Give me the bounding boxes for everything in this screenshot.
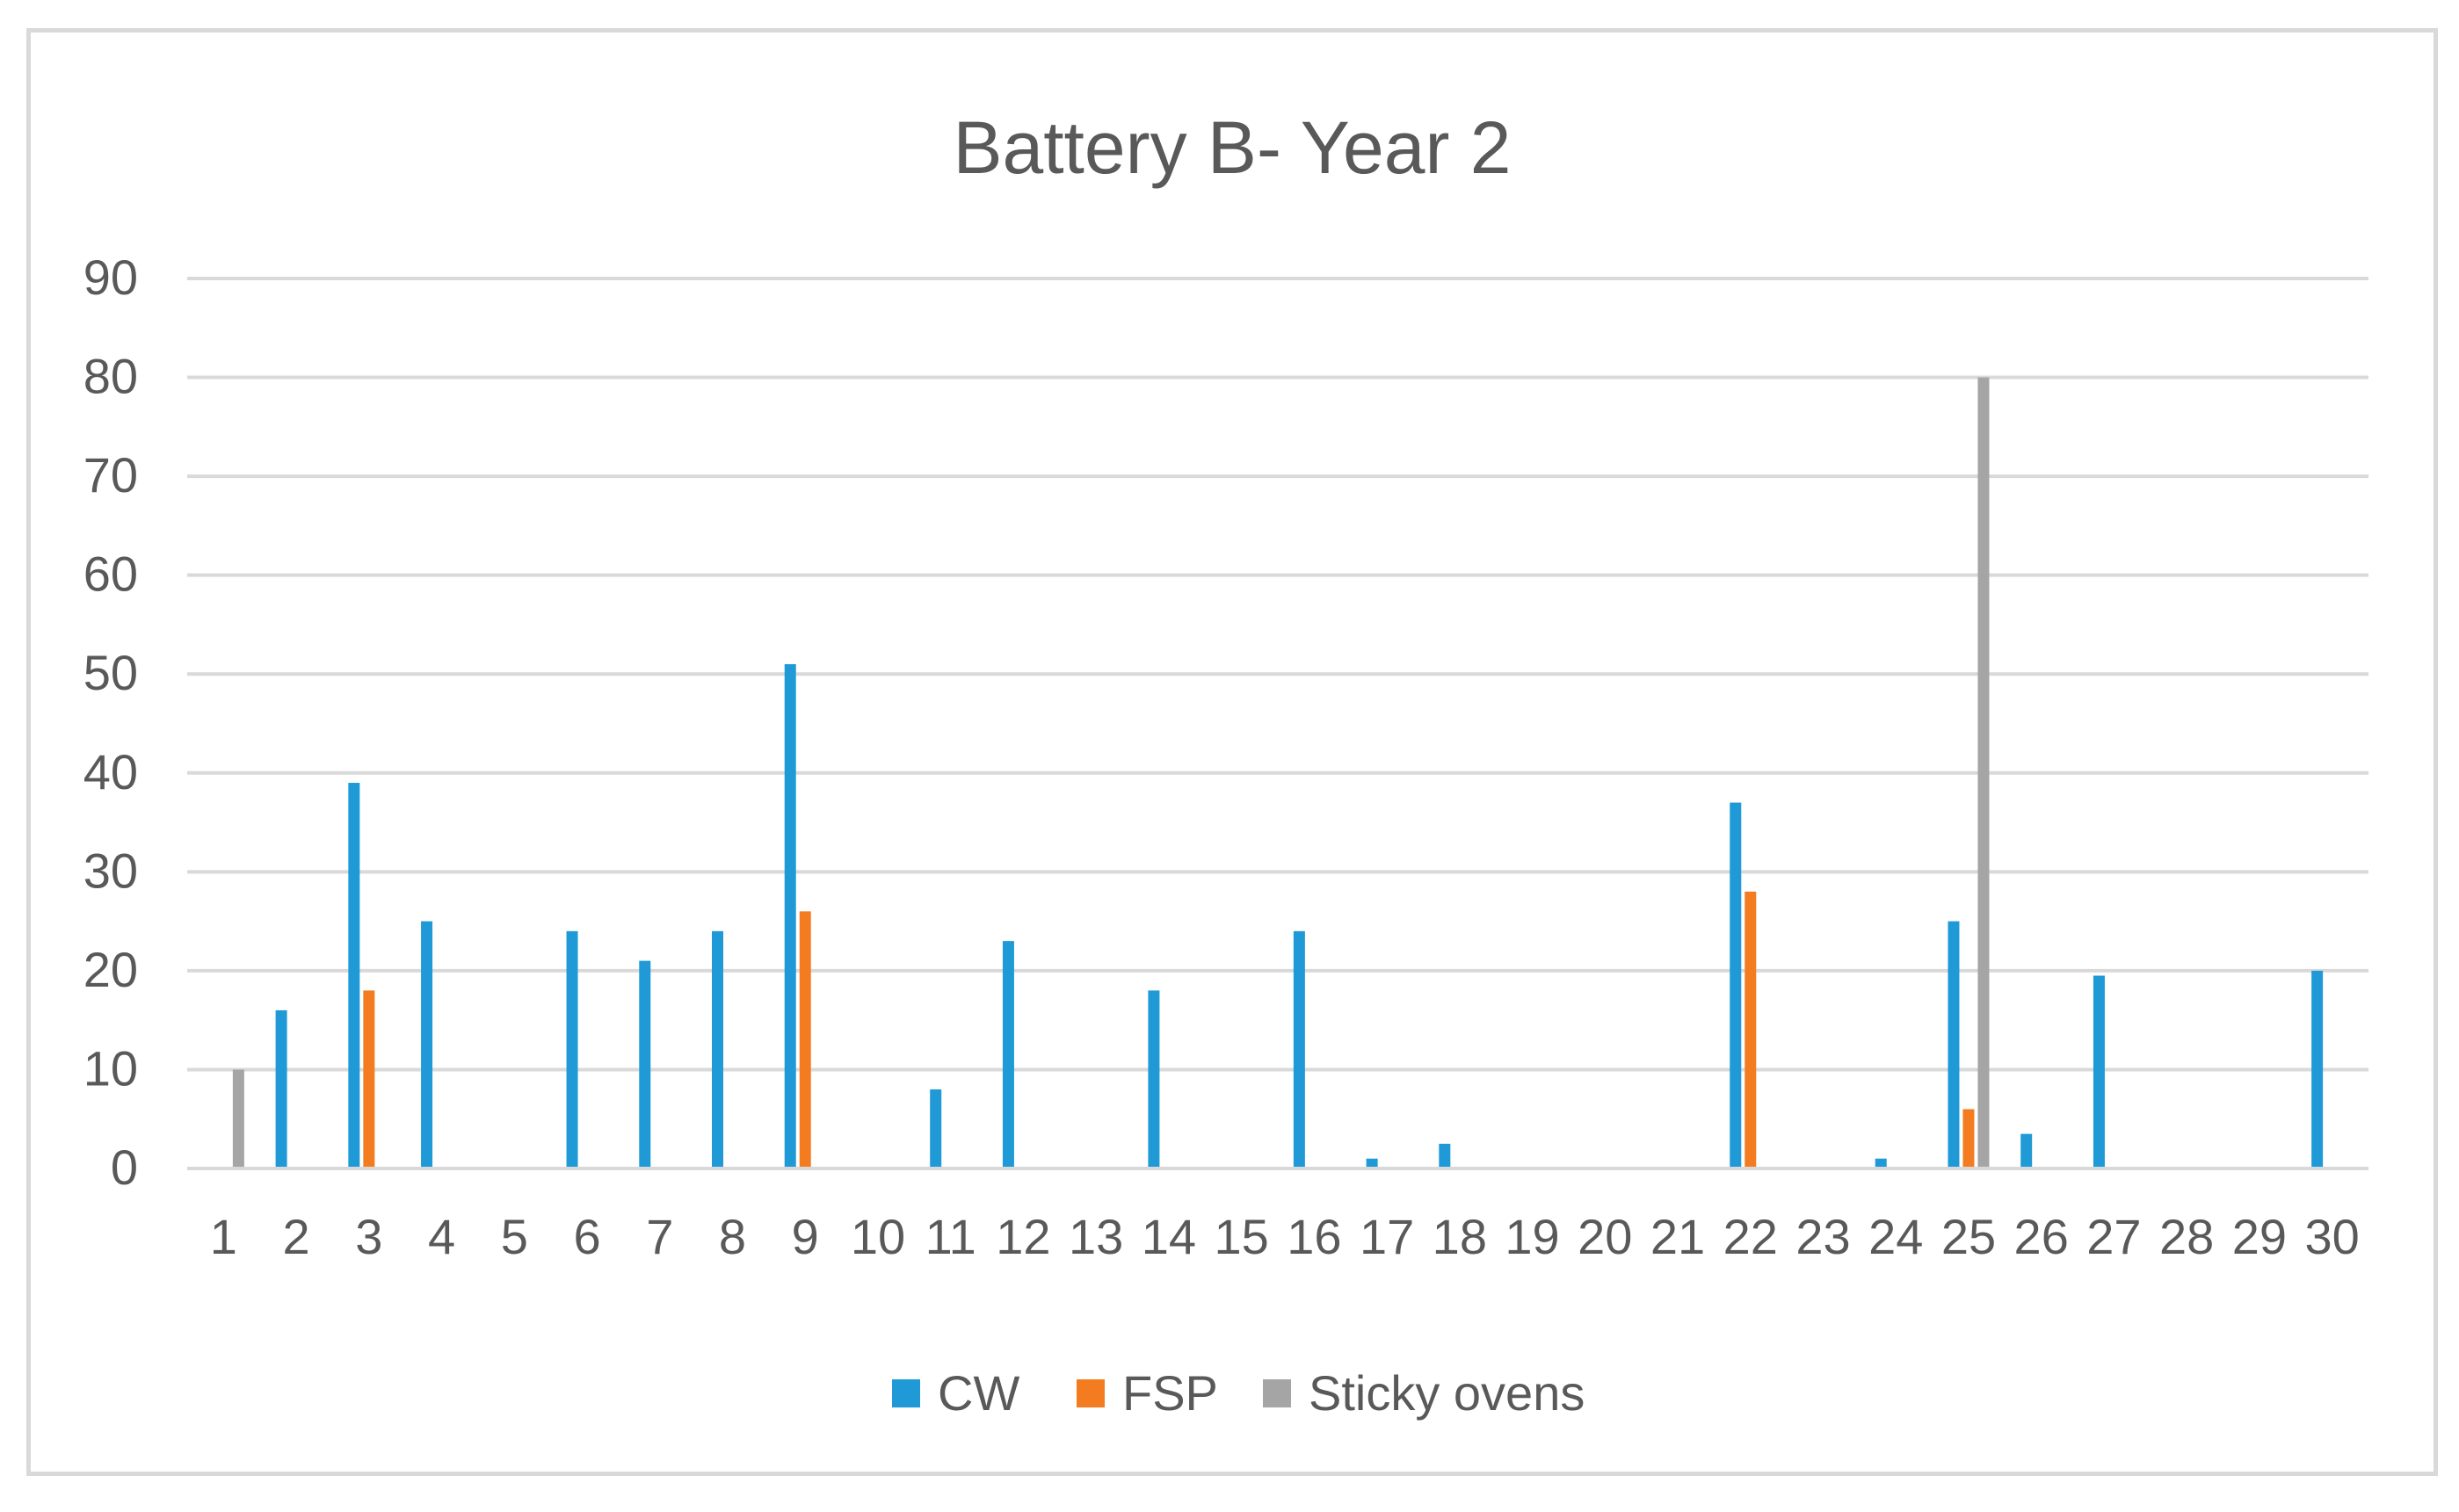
bar-fsp-3	[363, 990, 375, 1168]
bar-cw-24	[1875, 1158, 1887, 1168]
x-tick-label: 27	[2086, 1209, 2141, 1264]
bar-cw-26	[2020, 1133, 2033, 1168]
legend-swatch	[892, 1379, 920, 1407]
bar-cw-30	[2311, 970, 2324, 1168]
legend-label: Sticky ovens	[1309, 1365, 1585, 1421]
bar-fsp-25	[1962, 1109, 1975, 1168]
bar-cw-9	[784, 663, 796, 1168]
x-tick-label: 6	[573, 1209, 600, 1264]
y-tick-label: 10	[83, 1040, 138, 1096]
bar-cw-3	[348, 783, 360, 1168]
y-tick-label: 50	[83, 645, 138, 700]
x-tick-label: 28	[2159, 1209, 2214, 1264]
x-tick-label: 24	[1868, 1209, 1923, 1264]
legend-label: FSP	[1122, 1365, 1218, 1421]
bar-fsp-22	[1745, 891, 1757, 1168]
bar-cw-22	[1730, 802, 1742, 1168]
x-tick-label: 4	[428, 1209, 455, 1264]
y-tick-label: 20	[83, 942, 138, 997]
y-tick-label: 0	[111, 1139, 138, 1195]
x-tick-label: 10	[851, 1209, 905, 1264]
bar-cw-18	[1439, 1143, 1451, 1168]
x-tick-label: 13	[1069, 1209, 1123, 1264]
bar-sticky-ovens-25	[1977, 377, 1990, 1168]
x-tick-label: 15	[1214, 1209, 1268, 1264]
x-tick-label: 14	[1142, 1209, 1196, 1264]
x-axis-ticks: 1 2 3 4 5 6 7 8 9 10 11 12 13 14 15 16 17 18 19 20 21 22 23 24 2…	[210, 1209, 2360, 1264]
legend-label: CW	[938, 1365, 1019, 1421]
y-tick-label: 40	[83, 744, 138, 799]
y-tick-label: 60	[83, 546, 138, 602]
bar-cw-6	[566, 930, 578, 1168]
x-tick-label: 20	[1578, 1209, 1632, 1264]
x-tick-label: 25	[1941, 1209, 1996, 1264]
y-tick-label: 30	[83, 843, 138, 898]
y-tick-label: 90	[83, 250, 138, 305]
x-tick-label: 1	[210, 1209, 237, 1264]
bar-cw-12	[1002, 941, 1014, 1168]
bar-cw-4	[421, 921, 433, 1168]
x-tick-label: 30	[2304, 1209, 2359, 1264]
bar-cw-11	[930, 1089, 942, 1168]
x-tick-label: 12	[996, 1209, 1050, 1264]
y-axis-ticks: 0 10 20 30 40 50 60 70 80 90	[83, 250, 138, 1195]
x-tick-label: 29	[2232, 1209, 2287, 1264]
legend-swatch	[1263, 1379, 1291, 1407]
y-tick-label: 80	[83, 349, 138, 404]
bar-cw-14	[1148, 990, 1160, 1168]
bar-sticky-ovens-1	[232, 1069, 244, 1168]
x-tick-label: 11	[925, 1209, 976, 1264]
legend-swatch	[1077, 1379, 1105, 1407]
bar-cw-8	[712, 930, 723, 1168]
x-tick-label: 19	[1505, 1209, 1559, 1264]
x-tick-label: 22	[1723, 1209, 1778, 1264]
x-tick-label: 7	[646, 1209, 673, 1264]
bar-cw-7	[639, 960, 651, 1168]
bar-cw-27	[2093, 975, 2105, 1168]
y-tick-label: 70	[83, 447, 138, 503]
x-tick-label: 2	[283, 1209, 310, 1264]
bars	[232, 377, 2324, 1168]
x-tick-label: 26	[2014, 1209, 2069, 1264]
x-tick-label: 21	[1650, 1209, 1705, 1264]
bar-fsp-9	[799, 911, 811, 1168]
x-tick-label: 3	[355, 1209, 382, 1264]
bar-cw-16	[1293, 930, 1305, 1168]
bar-cw-17	[1366, 1158, 1378, 1168]
bar-cw-25	[1948, 921, 1960, 1168]
x-tick-label: 9	[792, 1209, 819, 1264]
chart-title: Battery B- Year 2	[953, 106, 1511, 189]
legend: CW FSP Sticky ovens	[892, 1365, 1585, 1421]
x-tick-label: 8	[719, 1209, 746, 1264]
gridlines	[187, 277, 2368, 1072]
x-tick-label: 17	[1360, 1209, 1414, 1264]
x-tick-label: 16	[1287, 1209, 1341, 1264]
bar-cw-2	[275, 1009, 287, 1168]
x-tick-label: 5	[501, 1209, 528, 1264]
x-tick-label: 18	[1433, 1209, 1487, 1264]
x-tick-label: 23	[1795, 1209, 1850, 1264]
